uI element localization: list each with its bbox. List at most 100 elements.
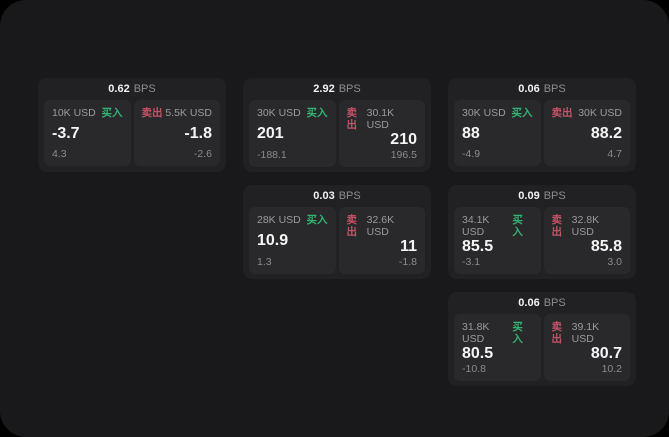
buy-tile-top-row: 31.8K USD 买入: [462, 321, 533, 345]
buy-price: 88: [462, 124, 480, 142]
buy-quote-tile[interactable]: 10K USD 买入 -3.7 4.3: [44, 100, 131, 166]
quote-card-grid: 0.62 BPS 10K USD 买入 -3.7 4.3 卖出 5.5K USD…: [38, 78, 636, 386]
buy-tile-top-row: 10K USD 买入: [52, 107, 123, 119]
sell-side-label: 卖出: [346, 214, 358, 238]
sell-tile-top-row: 卖出 30K USD: [552, 107, 623, 119]
quote-card: 2.92 BPS 30K USD 买入 201 -188.1 卖出 30.1K …: [243, 78, 431, 172]
buy-tile-top-row: 30K USD 买入: [462, 107, 533, 119]
buy-side-label: 买入: [101, 107, 123, 119]
sell-sub-value: 196.5: [390, 149, 417, 161]
bps-spread-header: 0.03 BPS: [243, 185, 431, 207]
bps-unit-label: BPS: [133, 83, 156, 95]
bps-value: 0.62: [108, 83, 130, 95]
sell-side-label: 卖出: [346, 107, 358, 131]
bps-spread-header: 0.06 BPS: [448, 78, 636, 100]
sell-side-label: 卖出: [141, 107, 163, 119]
bps-unit-label: BPS: [543, 297, 566, 309]
quote-card: 0.09 BPS 34.1K USD 买入 85.5 -3.1 卖出 32.8K…: [448, 185, 636, 279]
buy-price: -3.7: [52, 124, 80, 142]
bps-spread-header: 2.92 BPS: [243, 78, 431, 100]
sell-price: 11: [400, 238, 417, 255]
sell-quote-tile[interactable]: 卖出 30K USD 88.2 4.7: [543, 100, 630, 166]
buy-sub-value: 4.3: [52, 148, 67, 160]
quote-card: 0.03 BPS 28K USD 买入 10.9 1.3 卖出 32.6K US…: [243, 185, 431, 279]
sell-price: 80.7: [590, 345, 622, 362]
buy-side-label: 买入: [511, 107, 533, 119]
sell-tile-top-row: 卖出 30.1K USD: [347, 107, 418, 131]
bps-unit-label: BPS: [543, 83, 566, 95]
sell-amount: 39.1K USD: [571, 321, 600, 345]
sell-quote-tile[interactable]: 卖出 30.1K USD 210 196.5: [338, 100, 425, 167]
buy-side-label: 买入: [306, 214, 328, 226]
bps-unit-label: BPS: [338, 83, 361, 95]
sell-price: 210: [390, 131, 417, 148]
quote-card-body: 34.1K USD 买入 85.5 -3.1 卖出 32.8K USD 85.8…: [448, 207, 636, 279]
buy-tile-top-row: 28K USD 买入: [257, 214, 328, 226]
sell-price: 88.2: [590, 124, 622, 142]
quote-card: 0.62 BPS 10K USD 买入 -3.7 4.3 卖出 5.5K USD…: [38, 78, 226, 172]
bps-value: 0.06: [518, 83, 540, 95]
buy-tile-top-row: 30K USD 买入: [257, 107, 328, 119]
bps-spread-header: 0.06 BPS: [448, 292, 636, 314]
sell-amount: 32.8K USD: [571, 214, 600, 238]
buy-sub-value: -188.1: [257, 149, 287, 161]
quote-card: 0.06 BPS 31.8K USD 买入 80.5 -10.8 卖出 39.1…: [448, 292, 636, 386]
quote-card-body: 30K USD 买入 201 -188.1 卖出 30.1K USD 210 1…: [243, 100, 431, 172]
sell-price: -1.8: [184, 124, 212, 142]
sell-sub-value: 3.0: [607, 256, 622, 268]
buy-side-label: 买入: [306, 107, 328, 119]
buy-sub-value: -10.8: [462, 363, 486, 375]
bps-value: 0.09: [518, 190, 540, 202]
sell-quote-tile[interactable]: 卖出 32.8K USD 85.8 3.0: [543, 207, 630, 274]
bps-value: 0.03: [313, 190, 335, 202]
buy-tile-top-row: 34.1K USD 买入: [462, 214, 533, 238]
sell-sub-value: -2.6: [193, 148, 212, 160]
sell-amount: 30.1K USD: [366, 107, 395, 131]
buy-amount: 34.1K USD: [462, 214, 490, 238]
buy-amount: 10K USD: [52, 107, 96, 119]
buy-sub-value: -4.9: [462, 148, 481, 160]
buy-quote-tile[interactable]: 28K USD 买入 10.9 1.3: [249, 207, 336, 274]
bps-spread-header: 0.62 BPS: [38, 78, 226, 100]
sell-sub-value: -1.8: [398, 256, 417, 268]
sell-quote-tile[interactable]: 卖出 5.5K USD -1.8 -2.6: [133, 100, 220, 166]
buy-quote-tile[interactable]: 34.1K USD 买入 85.5 -3.1: [454, 207, 541, 274]
buy-amount: 28K USD: [257, 214, 301, 226]
buy-quote-tile[interactable]: 31.8K USD 买入 80.5 -10.8: [454, 314, 541, 381]
buy-price: 201: [257, 125, 284, 142]
buy-amount: 30K USD: [462, 107, 506, 119]
sell-quote-tile[interactable]: 卖出 39.1K USD 80.7 10.2: [543, 314, 630, 381]
sell-sub-value: 10.2: [601, 363, 622, 375]
bps-value: 2.92: [313, 83, 335, 95]
quote-card-body: 30K USD 买入 88 -4.9 卖出 30K USD 88.2 4.7: [448, 100, 636, 172]
sell-amount: 32.6K USD: [366, 214, 395, 238]
bps-spread-header: 0.09 BPS: [448, 185, 636, 207]
buy-price: 10.9: [257, 232, 289, 249]
sell-tile-top-row: 卖出 39.1K USD: [552, 321, 623, 345]
buy-quote-tile[interactable]: 30K USD 买入 201 -188.1: [249, 100, 336, 167]
sell-side-label: 卖出: [551, 107, 573, 119]
sell-price: 85.8: [590, 238, 622, 255]
buy-price: 80.5: [462, 345, 494, 362]
buy-quote-tile[interactable]: 30K USD 买入 88 -4.9: [454, 100, 541, 166]
buy-amount: 30K USD: [257, 107, 301, 119]
sell-side-label: 卖出: [551, 321, 563, 345]
bps-value: 0.06: [518, 297, 540, 309]
sell-tile-top-row: 卖出 5.5K USD: [142, 107, 213, 119]
sell-quote-tile[interactable]: 卖出 32.6K USD 11 -1.8: [338, 207, 425, 274]
buy-side-label: 买入: [512, 214, 523, 238]
buy-price: 85.5: [462, 238, 494, 255]
quote-card-body: 28K USD 买入 10.9 1.3 卖出 32.6K USD 11 -1.8: [243, 207, 431, 279]
buy-side-label: 买入: [512, 321, 523, 345]
bps-unit-label: BPS: [338, 190, 361, 202]
quote-card-body: 10K USD 买入 -3.7 4.3 卖出 5.5K USD -1.8 -2.…: [38, 100, 226, 172]
quote-card-body: 31.8K USD 买入 80.5 -10.8 卖出 39.1K USD 80.…: [448, 314, 636, 386]
buy-sub-value: 1.3: [257, 256, 272, 268]
sell-tile-top-row: 卖出 32.8K USD: [552, 214, 623, 238]
buy-sub-value: -3.1: [462, 256, 481, 268]
bps-unit-label: BPS: [543, 190, 566, 202]
sell-side-label: 卖出: [551, 214, 563, 238]
sell-tile-top-row: 卖出 32.6K USD: [347, 214, 418, 238]
sell-sub-value: 4.7: [607, 148, 622, 160]
